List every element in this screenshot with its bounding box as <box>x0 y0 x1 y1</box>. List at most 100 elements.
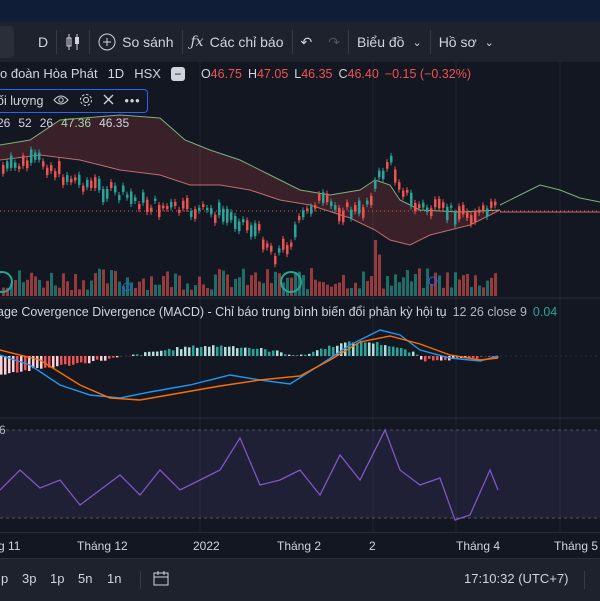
range-button[interactable]: 1n <box>107 571 121 586</box>
volume-bar <box>154 285 157 296</box>
volume-bar <box>258 281 261 296</box>
macd-histogram-bar <box>372 344 375 356</box>
low-value: 46.35 <box>301 67 332 81</box>
volume-bar <box>274 272 277 296</box>
candle-body <box>470 215 473 224</box>
function-icon: ƒx <box>191 34 204 50</box>
candle-body <box>458 206 461 219</box>
candle-body <box>446 207 449 221</box>
candle-body <box>66 175 69 182</box>
macd-histogram-bar <box>316 350 319 356</box>
macd-histogram-bar <box>4 356 7 375</box>
symbol-name[interactable]: o đoàn Hòa Phát <box>0 66 98 81</box>
volume-bar <box>462 275 465 296</box>
macd-histogram-bar <box>64 356 67 364</box>
volume-bar <box>226 275 229 296</box>
macd-histogram-bar <box>60 356 63 365</box>
indicators-button[interactable]: ƒx Các chỉ báo <box>183 22 292 62</box>
volume-bar <box>322 282 325 296</box>
eye-icon[interactable] <box>53 94 69 109</box>
collapse-icon[interactable]: − <box>171 67 185 81</box>
clock-readout[interactable]: 17:10:32 (UTC+7) <box>464 571 568 586</box>
macd-histogram-bar <box>400 348 403 356</box>
range-button[interactable]: 5n <box>78 571 92 586</box>
macd-histogram-bar <box>192 346 195 356</box>
volume-bar <box>330 287 333 296</box>
sidebar-toggle-button[interactable] <box>0 26 14 58</box>
interval-button[interactable]: D <box>30 22 56 62</box>
candle-body <box>222 209 225 222</box>
macd-histogram-bar <box>72 356 75 365</box>
volume-bar <box>334 284 337 296</box>
macd-histogram-bar <box>240 348 243 356</box>
volume-bar <box>406 270 409 296</box>
time-label: 2022 <box>193 539 220 553</box>
volume-bar <box>206 288 209 296</box>
range-button[interactable]: 3p <box>22 571 36 586</box>
timeframe-label: 1D <box>108 66 125 81</box>
candle-body <box>478 209 481 212</box>
range-button[interactable]: 1p <box>50 571 64 586</box>
volume-bar <box>374 240 377 296</box>
candle-body <box>182 201 185 209</box>
compare-button[interactable]: So sánh <box>90 22 181 62</box>
volume-bar <box>230 287 233 296</box>
volume-bar <box>442 288 445 296</box>
top-toolbar: D So sánh ƒx Các chỉ báo ↶ ↷ Biểu đồ ⌄ H… <box>0 22 600 63</box>
candle-body <box>326 194 329 202</box>
macd-histogram-bar <box>440 356 443 361</box>
range-button[interactable]: p <box>1 571 8 586</box>
macd-histogram-bar <box>380 345 383 356</box>
macd-histogram-bar <box>88 356 91 363</box>
candle-body <box>382 171 385 179</box>
rsi-legend: 6 <box>0 423 6 437</box>
candle-body <box>190 211 193 217</box>
time-axis[interactable]: g 11 Tháng 12 2022 Tháng 2 2 Tháng 4 Thá… <box>0 532 600 559</box>
more-icon[interactable]: ••• <box>124 94 140 108</box>
volume-bar <box>178 276 181 296</box>
candlestick-icon <box>65 33 81 51</box>
macd-legend[interactable]: age Covergence Divergence (MACD) - Chỉ b… <box>0 305 557 319</box>
chart-canvas[interactable] <box>0 62 600 532</box>
volume-bar <box>402 277 405 296</box>
candle-body <box>102 189 105 202</box>
volume-bar <box>42 288 45 296</box>
candle-body <box>430 208 433 216</box>
profile-menu[interactable]: Hồ sơ ⌄ <box>431 22 502 62</box>
candle-body <box>362 207 365 217</box>
gear-icon[interactable] <box>79 93 93 110</box>
close-icon[interactable] <box>103 94 114 108</box>
candle-body <box>82 186 85 192</box>
candle-style-button[interactable] <box>57 22 89 62</box>
chart-type-menu[interactable]: Biểu đồ ⌄ <box>349 22 430 62</box>
candle-body <box>166 206 169 209</box>
candle-body <box>138 204 141 209</box>
redo-button[interactable]: ↷ <box>320 22 348 62</box>
candle-body <box>298 216 301 220</box>
volume-bar <box>118 282 121 296</box>
macd-histogram-bar <box>112 356 115 358</box>
candle-body <box>158 205 161 217</box>
macd-params: 12 26 close 9 <box>453 305 527 319</box>
volume-bar <box>338 283 341 296</box>
volume-bar <box>286 278 289 296</box>
candle-body <box>418 204 421 208</box>
candle-body <box>38 153 41 160</box>
candle-body <box>354 205 357 211</box>
time-label: 2 <box>369 539 376 553</box>
ichimoku-leading-value: 47.36 <box>61 116 91 130</box>
candle-body <box>214 215 217 223</box>
candle-body <box>98 179 101 190</box>
calendar-range-icon[interactable] <box>152 569 170 590</box>
candle-body <box>122 186 125 192</box>
volume-legend[interactable]: ối lượng ••• <box>0 89 148 113</box>
time-label: g 11 <box>0 539 20 553</box>
candle-body <box>30 150 33 163</box>
volume-bar <box>270 283 273 296</box>
candle-body <box>86 180 89 187</box>
candle-body <box>330 201 333 206</box>
candle-body <box>434 199 437 207</box>
macd-histogram-bar <box>252 349 255 356</box>
volume-bar <box>450 287 453 296</box>
undo-button[interactable]: ↶ <box>293 22 321 62</box>
